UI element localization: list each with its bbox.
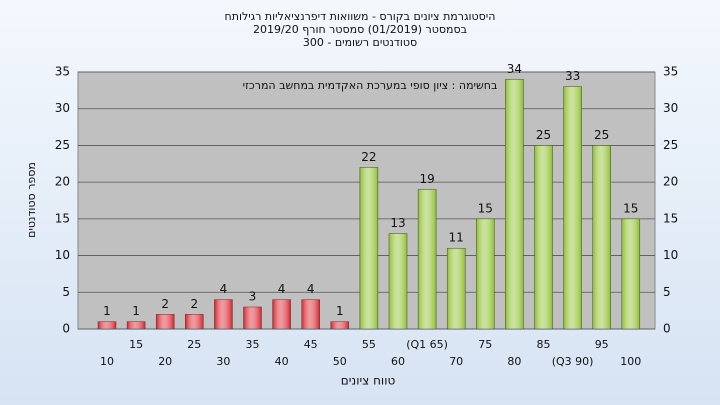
x-tick-label: 25 — [187, 338, 201, 351]
bar-shine — [97, 321, 117, 330]
y2-tick-label: 10 — [663, 248, 678, 262]
x-tick-label: 70 — [449, 355, 463, 368]
x-tick-label: 15 — [129, 338, 143, 351]
value-label: 25 — [536, 128, 551, 142]
x-tick-label: (Q3 90) — [552, 355, 594, 368]
y2-tick-label: 30 — [663, 101, 678, 115]
y2-tick-label: 5 — [663, 285, 671, 299]
bar-shine — [592, 145, 611, 330]
y-tick-label: 10 — [55, 248, 70, 262]
value-label: 13 — [390, 216, 405, 230]
value-label: 2 — [190, 297, 198, 311]
y2-tick-label: 35 — [663, 65, 678, 79]
bar-shine — [155, 314, 175, 330]
bar-shine — [126, 321, 146, 330]
x-tick-label: 85 — [537, 338, 551, 351]
x-tick-label: 40 — [275, 355, 289, 368]
bar-shine — [388, 233, 408, 330]
y-axis-label: מספר סטודנטים — [25, 162, 38, 238]
bar-shine — [563, 86, 582, 330]
value-label: 1 — [103, 304, 111, 318]
value-label: 15 — [478, 201, 493, 215]
y-tick-label: 20 — [55, 175, 70, 189]
x-tick-label: 10 — [100, 355, 114, 368]
bar-shine — [359, 167, 379, 330]
value-label: 2 — [161, 297, 169, 311]
title-line: סטודנטים רשומים - 300 — [303, 36, 417, 49]
title-line: בסמסטר (01/2019) סמסטר חורף 2019/20 — [253, 23, 467, 36]
bar-shine — [243, 306, 262, 330]
x-tick-label: 30 — [216, 355, 230, 368]
value-label: 15 — [623, 201, 638, 215]
y2-tick-label: 20 — [663, 175, 678, 189]
bar-shine — [185, 314, 204, 330]
value-label: 25 — [594, 128, 609, 142]
value-label: 33 — [565, 69, 580, 83]
x-axis-label: טווח ציונים — [341, 374, 396, 388]
bar-shine — [214, 299, 233, 330]
bar-shine — [476, 218, 495, 330]
bar-shine — [621, 218, 641, 330]
x-tick-label: 80 — [507, 355, 521, 368]
value-label: 19 — [419, 172, 434, 186]
y-tick-label: 25 — [55, 138, 70, 152]
x-tick-label: 75 — [478, 338, 492, 351]
bar-shine — [272, 299, 291, 330]
y-tick-label: 35 — [55, 65, 70, 79]
x-tick-label: 55 — [362, 338, 376, 351]
y2-tick-label: 0 — [663, 322, 671, 336]
x-tick-label: (Q1 65) — [406, 338, 448, 351]
y-tick-label: 15 — [55, 211, 70, 225]
value-label: 4 — [307, 282, 315, 296]
bar-shine — [301, 299, 320, 330]
x-tick-label: 35 — [246, 338, 260, 351]
y2-tick-label: 25 — [663, 138, 678, 152]
bar-shine — [534, 145, 553, 330]
bar-shine — [446, 247, 466, 330]
x-tick-label: 20 — [158, 355, 172, 368]
value-label: 3 — [249, 289, 257, 303]
bar-shine — [330, 321, 350, 330]
x-tick-label: 60 — [391, 355, 405, 368]
x-tick-label: 50 — [333, 355, 347, 368]
title-line: היסטוגרמת ציונים בקורס - משוואות דיפרנצי… — [225, 10, 496, 23]
annotation: בחשימה : ציון סופי במערכת האקדמית במחשב … — [243, 79, 498, 92]
value-label: 11 — [449, 231, 464, 245]
y-tick-label: 5 — [62, 285, 70, 299]
value-label: 34 — [507, 62, 522, 76]
value-label: 1 — [336, 304, 344, 318]
x-tick-label: 95 — [595, 338, 609, 351]
bar-shine — [505, 79, 524, 330]
value-label: 1 — [132, 304, 140, 318]
y2-tick-label: 15 — [663, 211, 678, 225]
value-label: 4 — [278, 282, 286, 296]
y-tick-label: 0 — [62, 322, 70, 336]
y-tick-label: 30 — [55, 101, 70, 115]
x-tick-label: 100 — [620, 355, 641, 368]
bar-shine — [417, 189, 437, 330]
x-tick-label: 45 — [304, 338, 318, 351]
value-label: 4 — [220, 282, 228, 296]
value-label: 22 — [361, 150, 376, 164]
